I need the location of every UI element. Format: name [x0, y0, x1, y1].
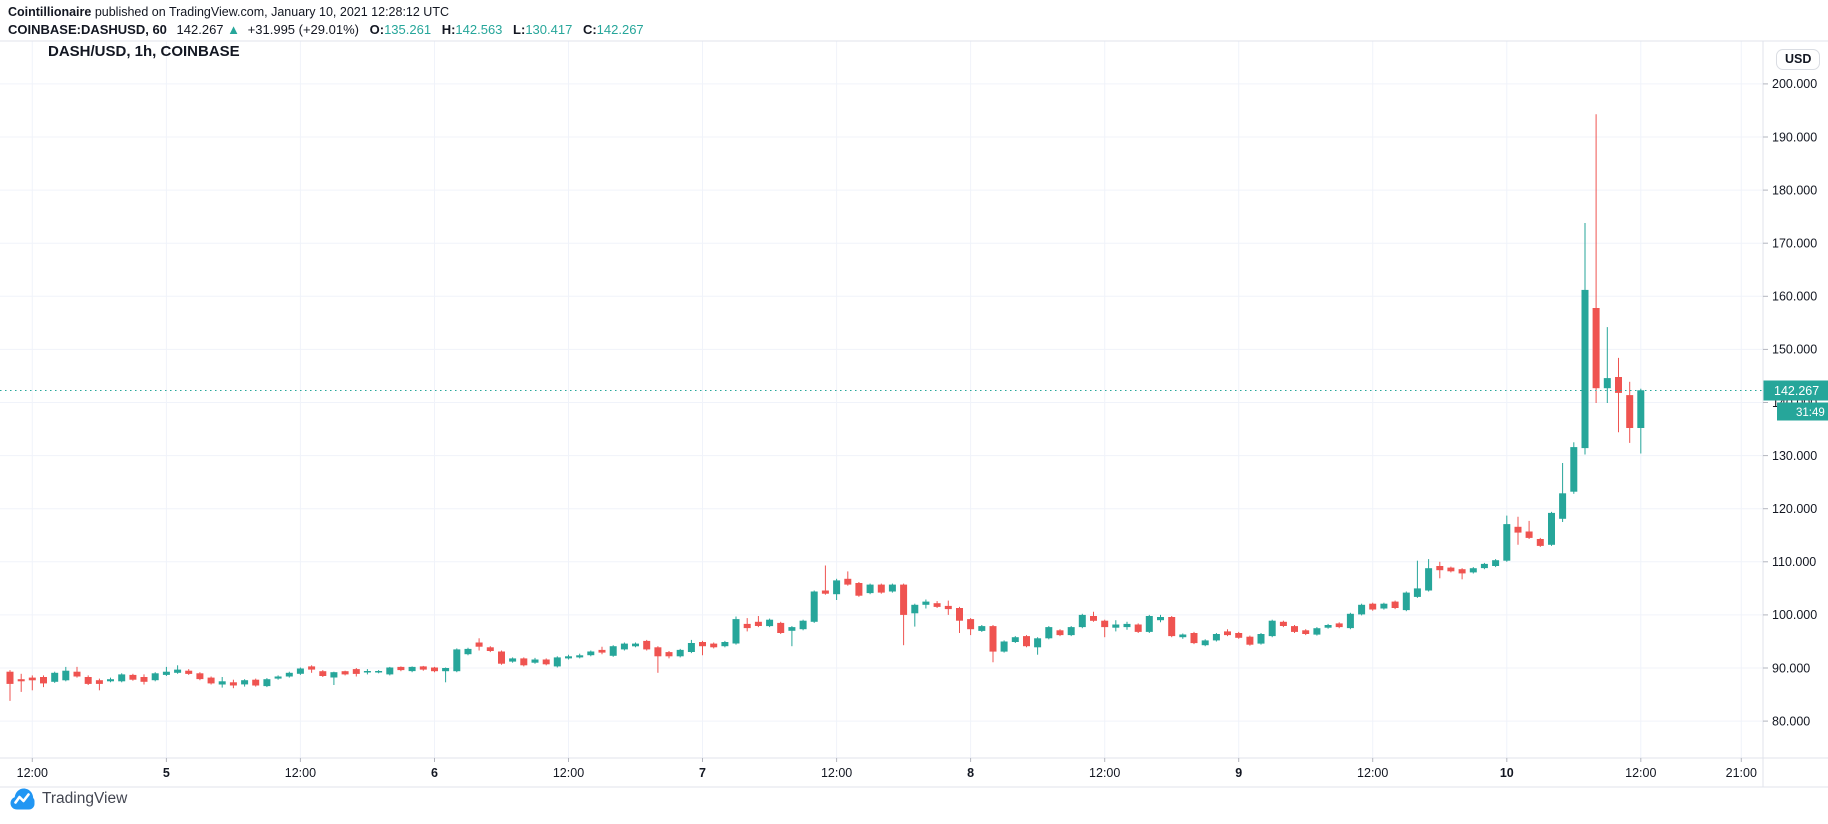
close-label: C:	[582, 22, 597, 37]
open-value: 135.261	[384, 22, 432, 37]
svg-text:110.000: 110.000	[1772, 555, 1816, 569]
low-value: 130.417	[525, 22, 573, 37]
up-arrow-icon: ▲	[227, 22, 241, 37]
svg-text:120.000: 120.000	[1772, 502, 1817, 516]
svg-text:180.000: 180.000	[1772, 183, 1817, 197]
tradingview-logo-icon	[10, 788, 35, 810]
svg-text:12:00: 12:00	[1357, 766, 1388, 780]
svg-text:142.267: 142.267	[1774, 384, 1819, 398]
author-name: Cointillionaire	[8, 5, 92, 19]
svg-text:12:00: 12:00	[553, 766, 584, 780]
svg-text:9: 9	[1235, 766, 1242, 780]
svg-text:31:49: 31:49	[1796, 407, 1825, 419]
svg-text:7: 7	[699, 766, 706, 780]
snapshot-header: Cointillionaire published on TradingView…	[8, 4, 644, 38]
svg-text:80.000: 80.000	[1772, 714, 1810, 728]
open-label: O:	[369, 22, 385, 37]
svg-text:12:00: 12:00	[821, 766, 852, 780]
chart-title: DASH/USD, 1h, COINBASE	[48, 43, 240, 60]
svg-text:190.000: 190.000	[1772, 130, 1817, 144]
high-label: H:	[441, 22, 456, 37]
svg-text:130.000: 130.000	[1772, 449, 1817, 463]
svg-text:160.000: 160.000	[1772, 290, 1817, 304]
symbol-status-line: COINBASE:DASHUSD, 60 142.267 ▲ +31.995 (…	[8, 21, 644, 38]
last-price: 142.267	[176, 22, 224, 37]
tradingview-logo[interactable]: TradingView	[10, 788, 127, 810]
last-price-tag: 142.267 31:49	[1763, 380, 1828, 421]
close-value: 142.267	[596, 22, 644, 37]
symbol-interval: COINBASE:DASHUSD, 60	[8, 22, 167, 37]
svg-text:150.000: 150.000	[1772, 343, 1817, 357]
svg-text:5: 5	[163, 766, 170, 780]
time-axis[interactable]: 12:00 5 12:00 6 12:00 7 12:00 8 12:00 9 12:00 10 12:…	[17, 758, 1757, 780]
published-line: Cointillionaire published on TradingView…	[8, 4, 644, 20]
published-text: published on TradingView.com, January 10…	[91, 5, 449, 19]
svg-text:170.000: 170.000	[1772, 237, 1817, 251]
price-change: +31.995 (+29.01%)	[247, 22, 359, 37]
svg-text:12:00: 12:00	[17, 766, 48, 780]
svg-text:8: 8	[967, 766, 974, 780]
tradingview-logo-text: TradingView	[42, 790, 128, 807]
svg-text:6: 6	[431, 766, 438, 780]
svg-text:10: 10	[1500, 766, 1514, 780]
high-value: 142.563	[455, 22, 503, 37]
svg-text:90.000: 90.000	[1772, 661, 1810, 675]
candles	[6, 114, 1645, 701]
price-gridlines	[0, 83, 1763, 722]
low-label: L:	[513, 22, 526, 37]
svg-text:21:00: 21:00	[1726, 766, 1757, 780]
svg-text:12:00: 12:00	[1625, 766, 1656, 780]
svg-text:12:00: 12:00	[1089, 766, 1120, 780]
currency-toggle-button[interactable]: USD	[1776, 49, 1821, 70]
svg-text:100.000: 100.000	[1772, 608, 1817, 622]
svg-text:200.000: 200.000	[1772, 77, 1817, 91]
chart-borders	[0, 40, 1828, 788]
svg-text:12:00: 12:00	[285, 766, 316, 780]
time-gridlines	[31, 41, 1742, 758]
